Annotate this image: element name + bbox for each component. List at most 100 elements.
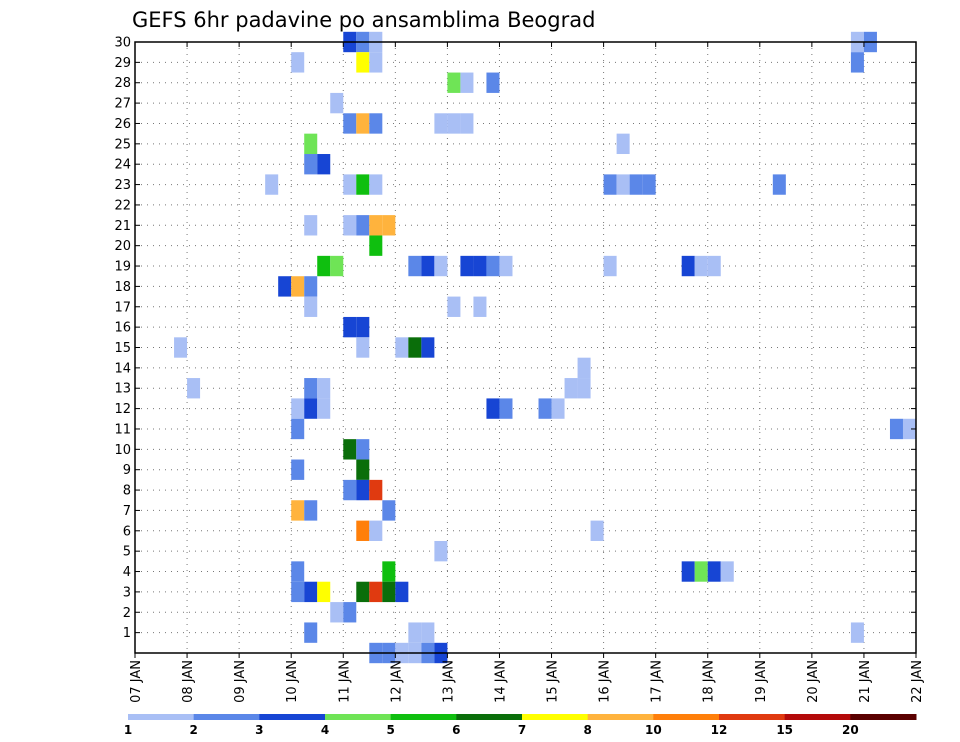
y-tick-label: 10 xyxy=(114,443,131,458)
precip-cell xyxy=(291,276,305,297)
precip-cell xyxy=(291,398,305,419)
y-tick-label: 26 xyxy=(114,117,131,132)
precip-cell xyxy=(642,174,656,195)
y-tick-label: 27 xyxy=(114,97,131,112)
precip-cell xyxy=(369,235,383,256)
precip-cell xyxy=(356,174,370,195)
precip-cell xyxy=(317,581,331,603)
y-tick-label: 2 xyxy=(123,606,131,621)
colorbar-level-label: 20 xyxy=(842,723,859,737)
precip-cell xyxy=(343,316,357,338)
precip-cell xyxy=(694,255,708,277)
precip-cell xyxy=(460,255,474,277)
precip-cell xyxy=(291,459,305,480)
precip-cell xyxy=(707,561,721,582)
precip-cell xyxy=(460,113,474,134)
colorbar-swatch xyxy=(128,714,195,720)
x-tick-label: 17 JAN xyxy=(650,660,665,703)
precip-cell xyxy=(304,276,318,297)
y-tick-label: 9 xyxy=(123,463,131,478)
precip-cell xyxy=(317,255,331,277)
x-tick-label: 20 JAN xyxy=(806,660,821,703)
precip-cell xyxy=(317,398,331,419)
precip-cell xyxy=(356,479,370,501)
precip-cell xyxy=(304,500,318,521)
colorbar-legend: 1 2 3 4 5 6 7 8 10 12 15 20 xyxy=(124,714,917,737)
colorbar-level-label: 5 xyxy=(386,723,394,737)
colorbar-level-label: 10 xyxy=(645,723,662,737)
colorbar-level-label: 6 xyxy=(452,723,460,737)
precip-cell xyxy=(343,174,357,195)
precip-cell xyxy=(356,439,370,460)
precip-cell xyxy=(317,378,331,399)
precipitation-cells xyxy=(174,31,916,664)
precip-cell xyxy=(499,398,513,419)
colorbar-swatch xyxy=(456,714,523,720)
precip-cell xyxy=(356,337,370,358)
precip-cell xyxy=(369,215,383,236)
x-tick-label: 16 JAN xyxy=(598,660,613,703)
colorbar-swatch xyxy=(784,714,851,720)
precip-cell xyxy=(343,479,357,501)
precip-cell xyxy=(577,357,591,379)
x-tick-label: 11 JAN xyxy=(337,660,352,703)
x-tick-label: 19 JAN xyxy=(754,660,769,703)
precip-cell xyxy=(434,113,448,134)
precip-cell xyxy=(681,255,695,277)
precip-cell xyxy=(291,418,305,440)
y-tick-label: 23 xyxy=(114,178,131,193)
precip-cell xyxy=(304,622,318,643)
precip-cell xyxy=(304,215,318,236)
precip-cell xyxy=(486,72,500,93)
precip-cell xyxy=(369,113,383,134)
precip-cell xyxy=(291,52,305,73)
x-tick-label: 07 JAN xyxy=(129,660,144,703)
precip-cell xyxy=(343,215,357,236)
colorbar-level-label: 7 xyxy=(518,723,526,737)
precip-cell xyxy=(395,337,409,358)
precip-cell xyxy=(369,174,383,195)
y-tick-label: 28 xyxy=(114,76,131,91)
precip-cell xyxy=(330,602,344,623)
precip-cell xyxy=(291,500,305,521)
precip-cell xyxy=(408,337,422,358)
colorbar-swatch xyxy=(325,714,392,720)
y-tick-label: 13 xyxy=(114,382,131,397)
precip-cell xyxy=(343,602,357,623)
precip-cell xyxy=(304,398,318,419)
precip-cell xyxy=(356,459,370,480)
colorbar-level-label: 2 xyxy=(189,723,197,737)
precip-cell xyxy=(460,72,474,93)
x-tick-label: 22 JAN xyxy=(910,660,925,703)
precip-cell xyxy=(356,52,370,73)
precip-cell xyxy=(590,520,604,541)
y-tick-label: 7 xyxy=(123,504,131,519)
precip-cell xyxy=(421,337,435,358)
precip-cell xyxy=(499,255,513,277)
precip-cell xyxy=(304,581,318,603)
y-tick-label: 20 xyxy=(114,239,131,254)
precip-cell xyxy=(356,316,370,338)
x-tick-label: 08 JAN xyxy=(181,660,196,703)
precip-cell xyxy=(369,52,383,73)
precip-cell xyxy=(486,398,500,419)
precip-cell xyxy=(447,113,461,134)
colorbar-level-label: 4 xyxy=(321,723,329,737)
precip-cell xyxy=(551,398,565,419)
precip-cell xyxy=(447,72,461,93)
colorbar-swatch xyxy=(653,714,720,720)
precip-cell xyxy=(356,113,370,134)
precip-cell xyxy=(538,398,552,419)
precip-cell xyxy=(889,418,903,440)
x-tick-label: 12 JAN xyxy=(389,660,404,703)
colorbar-swatch xyxy=(193,714,260,720)
precip-cell xyxy=(291,581,305,603)
precip-cell xyxy=(174,337,188,358)
x-tick-label: 18 JAN xyxy=(702,660,717,703)
precip-cell xyxy=(486,255,500,277)
precip-cell xyxy=(304,154,318,175)
x-axis-date-ticks: 07 JAN 08 JAN 09 JAN 10 JAN 11 JAN 12 JAN 13 J… xyxy=(129,42,925,703)
y-tick-label: 25 xyxy=(114,137,131,152)
colorbar-level-label: 8 xyxy=(583,723,591,737)
